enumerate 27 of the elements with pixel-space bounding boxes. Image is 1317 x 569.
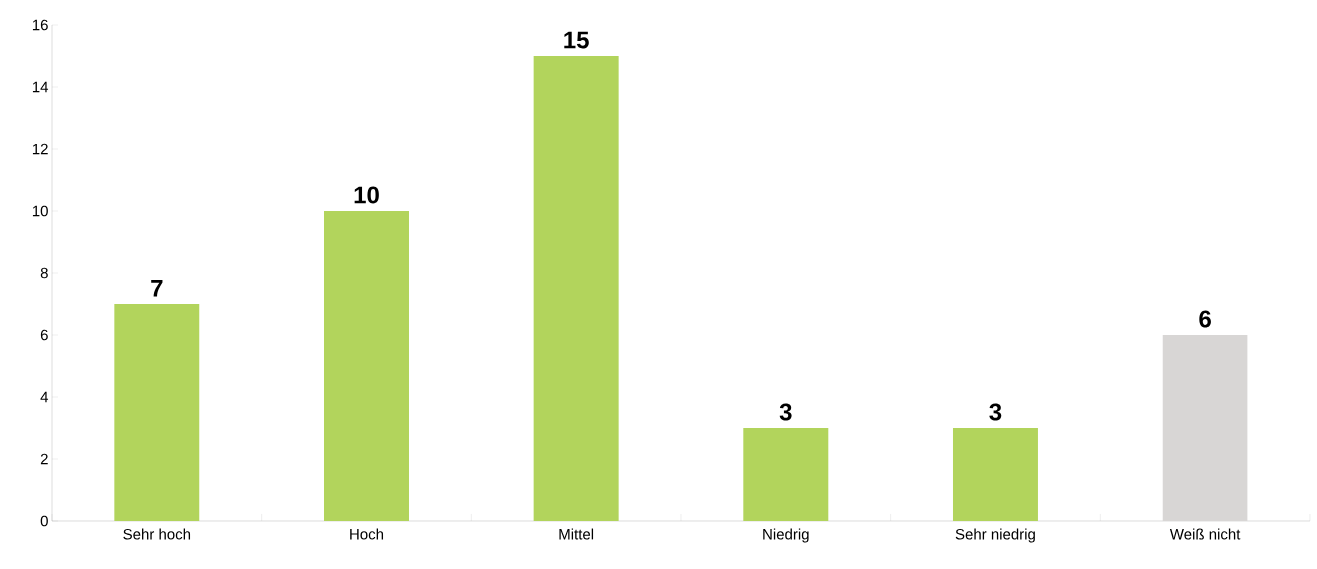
data-label: 6	[1199, 310, 1211, 328]
y-tick-label: 0	[40, 515, 48, 527]
y-tick-label: 6	[40, 329, 48, 341]
y-tick-label: 2	[40, 453, 48, 465]
data-label: 10	[354, 186, 379, 204]
x-tick-label: Hoch	[350, 528, 384, 540]
data-label: 3	[989, 403, 1002, 421]
y-tick-label: 8	[40, 267, 48, 279]
y-tick-label: 4	[40, 391, 49, 403]
data-label: 7	[151, 279, 163, 297]
bar	[952, 427, 1038, 521]
data-label: 15	[564, 31, 589, 49]
data-label: 3	[779, 403, 792, 421]
y-tick-label: 16	[32, 19, 48, 31]
x-tick-label: Sehr niedrig	[955, 528, 1035, 543]
x-tick-label: Weiß nicht	[1169, 528, 1241, 540]
bar	[743, 427, 829, 521]
bar	[323, 210, 409, 521]
bar	[1162, 334, 1248, 521]
y-tick-label: 10	[32, 205, 48, 217]
bar	[533, 55, 619, 521]
y-tick-label: 14	[32, 81, 49, 93]
x-tick-label: Niedrig	[763, 528, 809, 543]
x-tick-label: Mittel	[559, 528, 594, 540]
y-tick-label: 12	[32, 143, 48, 155]
bar	[114, 303, 200, 521]
x-tick-label: Sehr hoch	[123, 528, 191, 540]
